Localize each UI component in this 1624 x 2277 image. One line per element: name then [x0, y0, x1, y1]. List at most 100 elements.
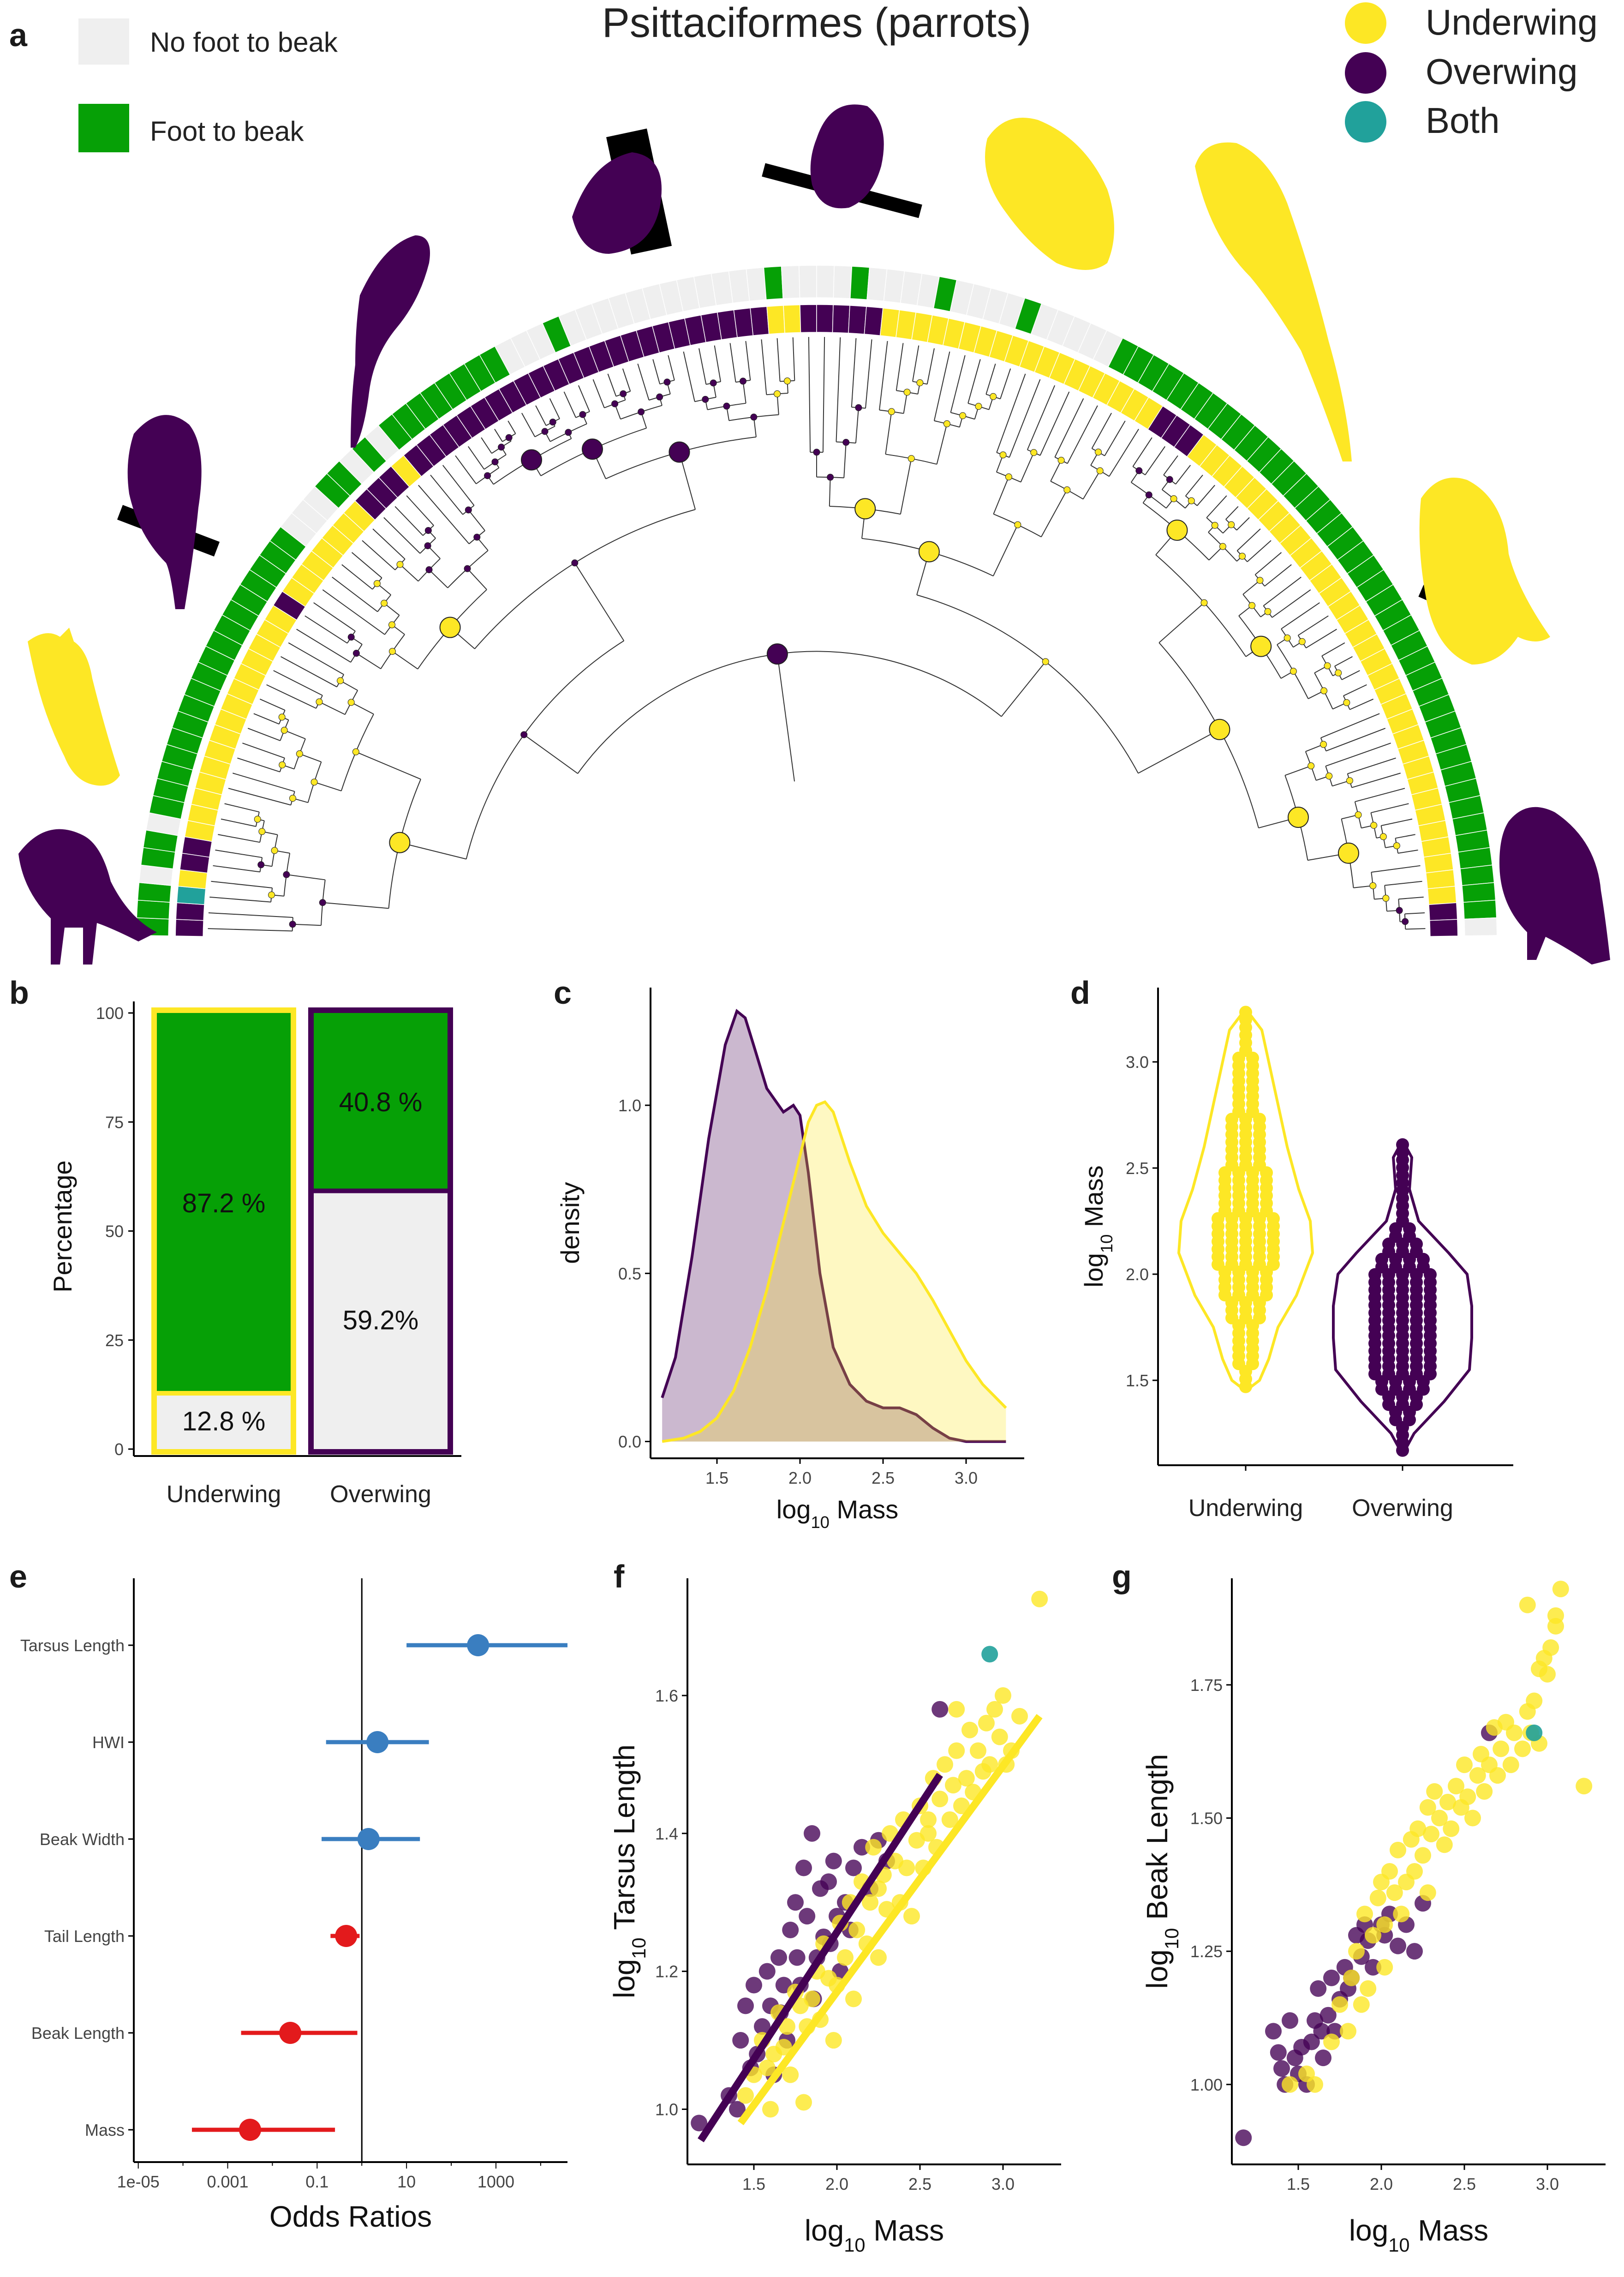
tree-branch	[296, 629, 351, 663]
tree-branch	[1263, 576, 1302, 606]
ancestral-node	[1145, 491, 1152, 498]
panel-a: a Psittaciformes (parrots) No foot to be…	[9, 0, 1610, 965]
tree-branch	[1020, 452, 1034, 482]
bar-value-label: 12.8 %	[182, 1407, 266, 1437]
ancestral-node	[1320, 687, 1328, 695]
tree-branch	[1385, 881, 1422, 886]
tree-branch	[1341, 670, 1360, 680]
point-overwing	[1406, 1943, 1423, 1960]
tree-branch	[247, 728, 281, 741]
point-underwing	[1011, 1708, 1028, 1725]
point-underwing	[795, 2094, 812, 2111]
point-underwing	[737, 2087, 754, 2104]
tree-branch	[1349, 698, 1374, 710]
tree-branch	[1185, 474, 1203, 497]
ancestral-node	[581, 438, 603, 460]
ancestral-node	[1355, 811, 1362, 819]
tree-branch	[218, 834, 260, 843]
tree-branch	[926, 348, 935, 384]
legend-swatch-foot	[78, 104, 129, 152]
trait-rings	[136, 265, 1498, 937]
point-overwing	[758, 1963, 776, 1980]
tree-branch	[851, 338, 857, 407]
ancestral-node	[424, 542, 431, 550]
ancestral-node	[1369, 882, 1377, 889]
ancestral-node	[975, 403, 982, 410]
ancestral-node	[783, 378, 791, 385]
tree-branch	[761, 339, 767, 395]
tree-branch	[400, 564, 419, 582]
tree-branch	[1247, 540, 1272, 563]
x-tick-label: 3.0	[955, 1468, 978, 1487]
tree-branch	[211, 881, 273, 888]
x-tick-label: 2.0	[1370, 2175, 1393, 2193]
ancestral-node	[319, 899, 326, 906]
ancestral-node	[498, 443, 505, 451]
tree-branch	[1298, 615, 1329, 636]
x-tick-label: 0.1	[305, 2172, 328, 2191]
tree-branch	[394, 506, 424, 536]
point-overwing	[845, 1859, 862, 1876]
tree-branch	[936, 424, 948, 465]
y-tick-label: 0.5	[618, 1264, 641, 1283]
ancestral-node	[1211, 521, 1218, 529]
legend-label-foot: Foot to beak	[150, 116, 304, 147]
tree-branch	[742, 381, 746, 403]
tree-branch	[1325, 743, 1391, 767]
x-tick-label: 1000	[478, 2172, 514, 2191]
panel-letter-f: f	[614, 1558, 625, 1594]
point-underwing	[870, 1880, 887, 1897]
point-underwing	[948, 1742, 965, 1759]
x-axis-title-sub: 10	[844, 2234, 865, 2256]
tree-branch	[1001, 661, 1046, 717]
point-overwing	[729, 2101, 746, 2118]
tree-branch	[745, 341, 751, 381]
tree-branch	[714, 345, 721, 382]
point-underwing	[1360, 1980, 1377, 1997]
ancestral-node	[439, 617, 461, 638]
ancestral-node	[723, 402, 730, 410]
ancestral-node	[521, 449, 543, 471]
tree-branch	[1109, 429, 1139, 477]
ancestral-node	[352, 650, 360, 657]
ancestral-node	[565, 429, 572, 436]
ancestral-node	[352, 748, 359, 755]
point-overwing	[1365, 1959, 1381, 1976]
point-overwing	[795, 1859, 812, 1876]
ancestral-node	[656, 393, 663, 401]
bar-value-label: 87.2 %	[182, 1188, 266, 1218]
tree-branch	[213, 865, 260, 873]
point-underwing	[792, 1997, 809, 2014]
tree-branch	[1284, 765, 1311, 776]
x-tick-label: Underwing	[167, 1481, 281, 1508]
ancestral-node	[1298, 638, 1306, 645]
point-underwing	[1390, 1841, 1406, 1858]
tree-branch	[1009, 379, 1041, 458]
ancestral-node	[1382, 894, 1390, 902]
cockatoo-silhouette-icon	[28, 628, 120, 786]
point-overwing	[691, 2115, 708, 2132]
x-tick-label: 1.5	[705, 1468, 728, 1487]
point-underwing	[1436, 1836, 1453, 1853]
ancestral-node	[842, 439, 850, 446]
parrot-silhouette-icon	[1419, 478, 1550, 665]
y-axis-title: log10 Tarsus Length	[608, 1744, 650, 1998]
point-underwing	[898, 1859, 915, 1876]
tree-branch	[281, 656, 337, 688]
tree-branch	[293, 923, 322, 926]
x-axis-title-sub: 10	[1388, 2234, 1409, 2256]
x-axis-title: log10 Mass	[776, 1495, 899, 1532]
odds-ratio-point	[366, 1731, 389, 1753]
ancestral-node	[1057, 456, 1065, 464]
point-underwing	[1415, 1847, 1431, 1864]
point-both	[1526, 1724, 1543, 1741]
ancestral-node	[710, 379, 717, 387]
tree-branch	[1236, 528, 1261, 551]
wing-ring-segment	[800, 304, 817, 333]
y-tick-label: 2.0	[1126, 1265, 1149, 1284]
ancestral-node	[1287, 807, 1309, 828]
